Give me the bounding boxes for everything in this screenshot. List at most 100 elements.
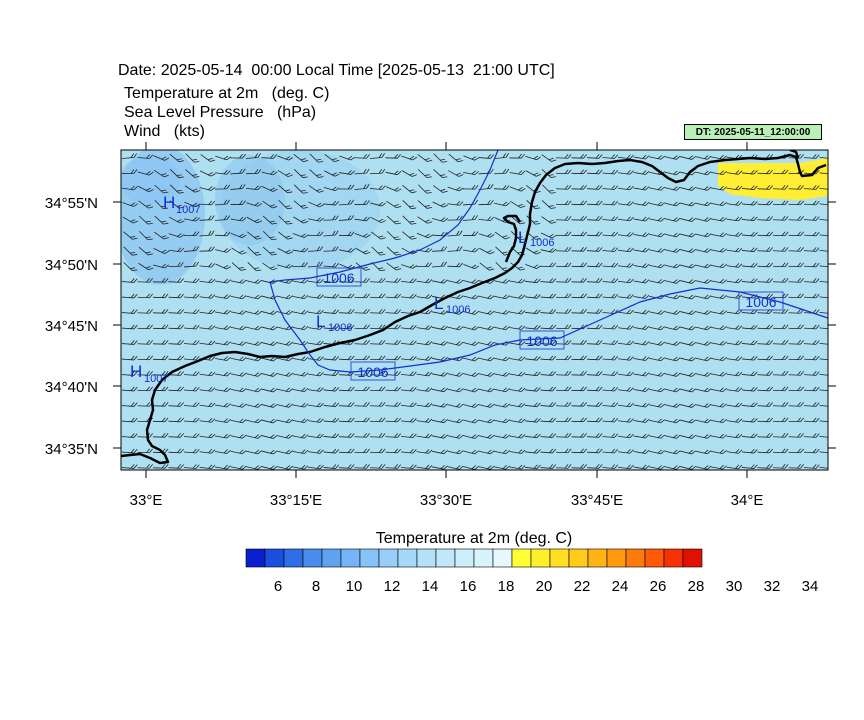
wind-barb [183, 355, 200, 361]
wind-barb [695, 325, 712, 331]
wind-barb [695, 403, 712, 408]
wind-barb [433, 169, 448, 178]
wind-barb [680, 418, 696, 424]
wind-barb [292, 402, 309, 408]
wind-barb [540, 464, 557, 469]
wind-barb [447, 449, 464, 455]
wind-barb [261, 465, 278, 470]
wind-barb [463, 341, 479, 346]
wind-barb [772, 169, 789, 175]
wind-barb [494, 465, 510, 470]
wind-barb [494, 231, 510, 240]
wind-barb [214, 231, 231, 237]
wind-barb [571, 262, 587, 268]
wind-barb [246, 216, 262, 224]
wind-barb [494, 449, 510, 455]
wind-barb [509, 433, 526, 439]
wind-barb [494, 418, 510, 424]
wind-barb [617, 371, 634, 377]
wind-barb [555, 386, 572, 392]
colorbar-swatch [530, 548, 551, 568]
wind-barb [183, 278, 200, 283]
colorbar-swatch [416, 548, 437, 568]
lon-label: 33°E [130, 492, 163, 509]
wind-barb [524, 340, 541, 346]
wind-barb [617, 433, 634, 439]
wind-barb [478, 434, 495, 439]
wind-barb [617, 278, 634, 284]
wind-barb [540, 386, 557, 392]
lat-label: 34°55'N [45, 195, 98, 212]
wind-barb [695, 465, 712, 470]
wind-barb [168, 433, 184, 438]
wind-barb [695, 248, 712, 253]
wind-barb [121, 402, 138, 407]
wind-barb [463, 449, 479, 455]
wind-barb [292, 294, 309, 300]
wind-barb [400, 371, 417, 377]
wind-barb [354, 448, 370, 454]
wind-barb [292, 233, 309, 238]
wind-barb [277, 169, 293, 178]
wind-barb [369, 168, 386, 175]
wind-barb [664, 232, 681, 238]
wind-barb [463, 387, 479, 393]
wind-barb [819, 154, 828, 160]
wind-barb [617, 216, 634, 222]
wind-barb [447, 418, 464, 424]
wind-barb [602, 324, 619, 330]
wind-barb [586, 309, 603, 314]
wind-barb [215, 294, 231, 299]
wind-barb [602, 355, 619, 361]
wind-barb [602, 278, 619, 283]
wind-barb [478, 449, 495, 455]
wind-barb [354, 308, 370, 314]
wind-barb [324, 170, 340, 177]
wind-barb [462, 231, 479, 236]
wind-barb [323, 246, 339, 252]
wind-barb [308, 418, 324, 423]
wind-barb [355, 247, 371, 255]
wind-barb [338, 386, 355, 392]
isobar-label: 1006 [745, 294, 776, 310]
wind-barb [230, 325, 247, 331]
isobar-label-box [316, 267, 362, 287]
wind-barb [168, 402, 184, 407]
wind-barb [726, 278, 743, 284]
wind-barb [602, 169, 619, 175]
wind-barb [369, 355, 386, 361]
wind-barb [726, 185, 743, 191]
wind-barb [432, 433, 448, 439]
longitude-axis: 33°E 33°15'E 33°30'E 33°45'E 34°E [130, 142, 763, 509]
wind-barb [664, 310, 681, 315]
wind-barb [323, 402, 340, 407]
wind-barb [137, 371, 153, 376]
wind-barb [479, 247, 495, 255]
wind-barb [819, 402, 828, 408]
wind-barb [447, 403, 464, 408]
wind-barb [524, 293, 541, 299]
wind-barb [137, 278, 153, 283]
wind-barb [385, 186, 402, 192]
wind-barb [123, 231, 138, 240]
wind-barb [245, 185, 262, 191]
wind-barb [757, 448, 774, 454]
wind-barb [292, 418, 309, 424]
colorbar-swatch [302, 548, 323, 568]
wind-barb [695, 341, 712, 346]
wind-barb [726, 325, 743, 330]
wind-barb [680, 201, 696, 207]
wind-barb [649, 248, 665, 253]
wind-barb [447, 325, 464, 331]
wind-barb [199, 200, 216, 206]
lat-label: 34°50'N [45, 257, 98, 274]
wind-barb [711, 309, 727, 315]
wind-barb [183, 231, 200, 237]
wind-barb [261, 372, 278, 377]
wind-barb [152, 370, 169, 376]
wind-barb [292, 449, 309, 455]
wind-barb [323, 464, 340, 469]
wind-barb [524, 371, 541, 377]
wind-barb [509, 170, 526, 175]
